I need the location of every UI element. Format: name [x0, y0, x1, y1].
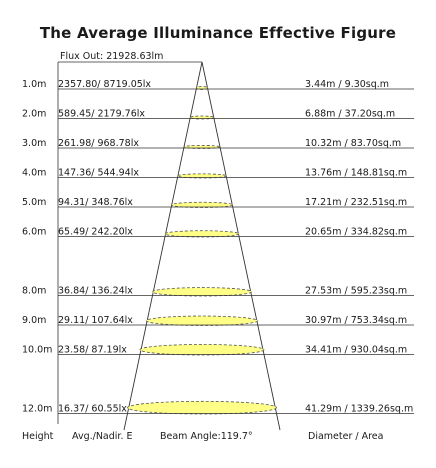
diameter-area-label: 3.44m / 9.30sq.m [305, 79, 389, 90]
height-row: 10.0m 23.58/ 87.19lx 34.41m / 930.04sq.m [22, 344, 414, 356]
diameter-area-label: 20.65m / 334.82sq.m [305, 227, 407, 238]
lux-label: 65.49/ 242.20lx [58, 227, 133, 238]
height-row: 6.0m 65.49/ 242.20lx 20.65m / 334.82sq.m [22, 227, 414, 238]
height-row: 4.0m 147.36/ 544.94lx 13.76m / 148.81sq.m [22, 168, 414, 179]
height-row: 8.0m 36.84/ 136.24lx 27.53m / 595.23sq.m [22, 286, 414, 297]
diameter-area-label: 6.88m / 37.20sq.m [305, 109, 395, 120]
height-label: 10.0m [22, 345, 52, 356]
diameter-area-label: 30.97m / 753.34sq.m [305, 315, 407, 326]
height-label: 3.0m [22, 138, 46, 149]
height-row: 12.0m 16.37/ 60.55lx 41.29m / 1339.26sq.m [22, 400, 414, 415]
diameter-area-label: 34.41m / 930.04sq.m [305, 345, 407, 356]
footer-beam-angle-label: Beam Angle:119.7° [160, 431, 253, 442]
lux-label: 2357.80/ 8719.05lx [58, 79, 151, 90]
lux-label: 36.84/ 136.24lx [58, 286, 133, 297]
height-label: 2.0m [22, 109, 46, 120]
figure-title: The Average Illuminance Effective Figure [39, 24, 397, 42]
lux-label: 589.45/ 2179.76lx [58, 109, 145, 120]
beam-left-edge [123, 61, 203, 431]
height-row: 3.0m 261.98/ 968.78lx 10.32m / 83.70sq.m [22, 138, 414, 149]
height-row: 5.0m 94.31/ 348.76lx 17.21m / 232.51sq.m [22, 197, 414, 208]
lux-label: 147.36/ 544.94lx [58, 168, 139, 179]
lux-label: 23.58/ 87.19lx [58, 345, 127, 356]
diameter-area-label: 17.21m / 232.51sq.m [305, 197, 407, 208]
beam-right-edge [201, 61, 281, 431]
footer-height-label: Height [22, 431, 54, 442]
height-label: 12.0m [22, 404, 52, 415]
lux-label: 16.37/ 60.55lx [58, 404, 127, 415]
lux-label: 29.11/ 107.64lx [58, 315, 133, 326]
height-label: 8.0m [22, 286, 46, 297]
height-label: 5.0m [22, 197, 46, 208]
light-spot [127, 400, 277, 415]
light-spot [152, 287, 252, 297]
light-spot [139, 344, 265, 356]
height-label: 9.0m [22, 315, 46, 326]
flux-out-label: Flux Out: 21928.63lm [60, 51, 164, 62]
height-row: 2.0m 589.45/ 2179.76lx 6.88m / 37.20sq.m [22, 109, 414, 120]
light-spot [170, 201, 234, 208]
diameter-area-label: 13.76m / 148.81sq.m [305, 168, 407, 179]
height-label: 6.0m [22, 227, 46, 238]
diameter-area-label: 41.29m / 1339.26sq.m [305, 404, 413, 415]
height-rows: 1.0m 2357.80/ 8719.05lx 3.44m / 9.30sq.m 2.… [22, 79, 414, 415]
diameter-area-label: 27.53m / 595.23sq.m [305, 286, 407, 297]
height-label: 4.0m [22, 168, 46, 179]
lux-label: 261.98/ 968.78lx [58, 138, 139, 149]
lux-label: 94.31/ 348.76lx [58, 197, 133, 208]
light-spot [145, 315, 259, 326]
footer-avg-label: Avg./Nadir. E [72, 431, 133, 442]
light-spot [177, 173, 227, 179]
height-row: 1.0m 2357.80/ 8719.05lx 3.44m / 9.30sq.m [22, 79, 414, 90]
diameter-area-label: 10.32m / 83.70sq.m [305, 138, 401, 149]
beam-cone [123, 61, 281, 431]
light-spot [164, 230, 240, 238]
height-label: 1.0m [22, 79, 46, 90]
height-row: 9.0m 29.11/ 107.64lx 30.97m / 753.34sq.m [22, 315, 414, 326]
footer-diameter-area-label: Diameter / Area [308, 431, 383, 442]
